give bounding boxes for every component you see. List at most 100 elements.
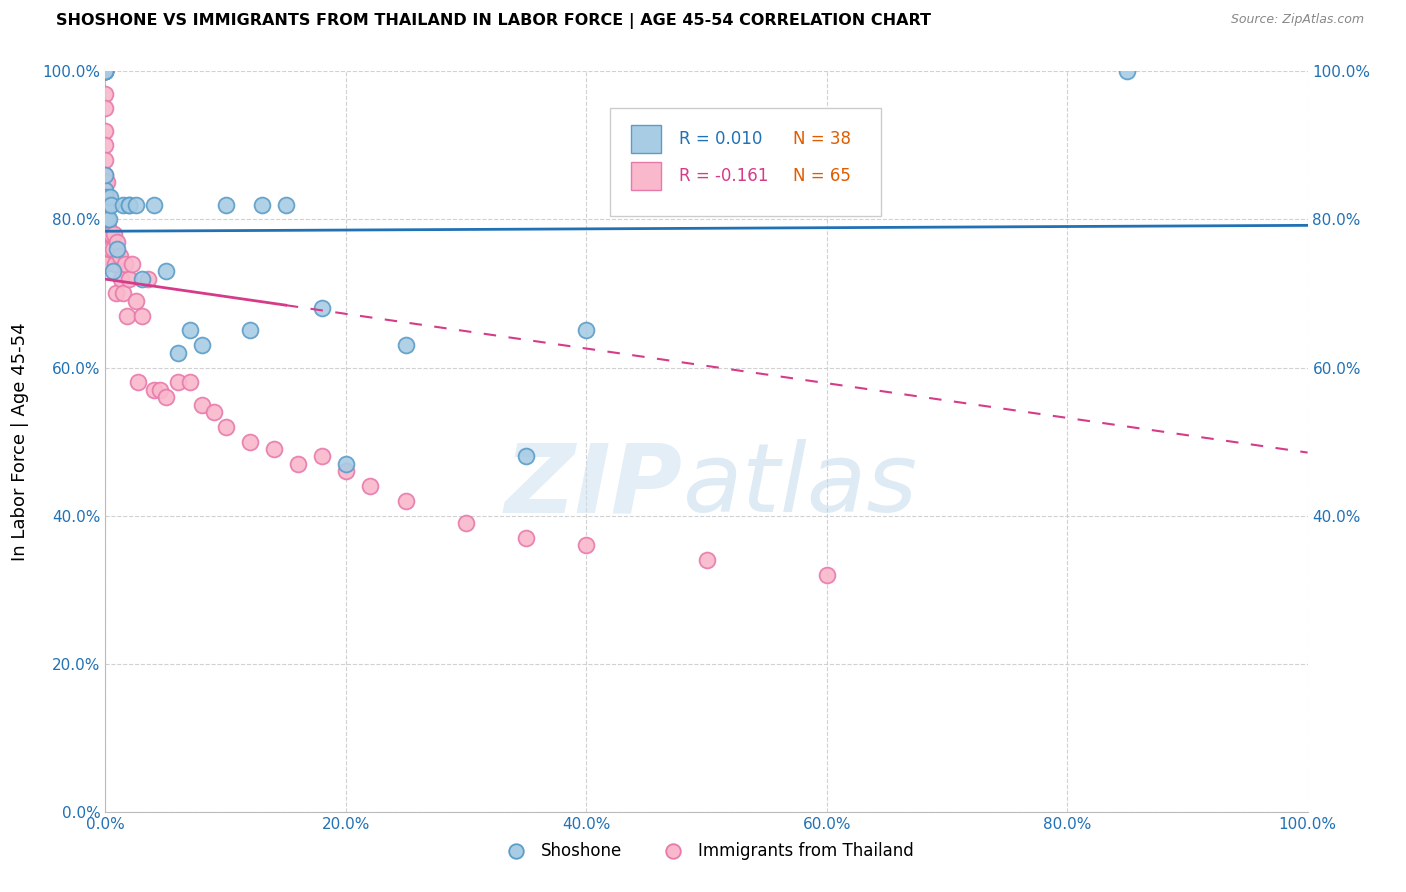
Point (274, 197, 297, 211)
Text: N = 65: N = 65 (793, 167, 851, 185)
Point (97, 197, 120, 211)
Point (94, 64, 117, 78)
Point (94, 197, 117, 211)
Point (100, 197, 122, 211)
Text: N = 38: N = 38 (793, 129, 851, 148)
Point (1116, 64, 1139, 78)
Point (94, 123, 117, 137)
Point (575, 538, 598, 552)
Point (395, 338, 418, 352)
Point (96, 219, 118, 234)
Point (124, 293, 146, 308)
Point (239, 324, 262, 338)
Text: SHOSHONE VS IMMIGRANTS FROM THAILAND IN LABOR FORCE | AGE 45-54 CORRELATION CHAR: SHOSHONE VS IMMIGRANTS FROM THAILAND IN … (56, 13, 931, 29)
Point (94, 183, 117, 197)
FancyBboxPatch shape (631, 161, 661, 190)
Point (454, 516, 477, 530)
Point (94, 64, 117, 78)
Point (124, 197, 146, 211)
Point (107, 235, 129, 249)
Point (335, 464, 357, 478)
Point (395, 493, 418, 508)
Point (127, 376, 149, 390)
Point (96, 212, 118, 227)
Point (112, 197, 135, 211)
Point (96, 175, 118, 190)
Point (94, 64, 117, 78)
Text: ZIP: ZIP (505, 440, 682, 533)
Text: R = 0.010: R = 0.010 (679, 129, 762, 148)
Point (94, 242, 117, 256)
Point (214, 419, 236, 434)
Point (166, 345, 188, 359)
Point (250, 197, 273, 211)
Point (94, 235, 117, 249)
Point (94, 64, 117, 78)
Point (287, 457, 309, 471)
FancyBboxPatch shape (610, 108, 880, 216)
Point (100, 227, 122, 242)
Legend: Shoshone, Immigrants from Thailand: Shoshone, Immigrants from Thailand (494, 835, 920, 866)
Point (94, 64, 117, 78)
Point (94, 190, 117, 204)
Point (94, 212, 117, 227)
Point (166, 376, 188, 390)
Point (94, 212, 117, 227)
Point (118, 271, 141, 285)
Point (359, 479, 381, 493)
Point (98, 242, 121, 256)
Text: atlas: atlas (682, 440, 918, 533)
Point (696, 553, 718, 567)
Point (103, 227, 125, 242)
Text: R = -0.161: R = -0.161 (679, 167, 768, 185)
Point (94, 168, 117, 182)
Point (94, 153, 117, 168)
Point (108, 250, 131, 264)
Point (263, 442, 285, 456)
Point (98, 197, 121, 211)
Point (214, 197, 236, 211)
Point (107, 242, 129, 256)
Point (96, 197, 118, 211)
Point (94, 87, 117, 101)
Point (136, 271, 159, 285)
Point (94, 190, 117, 204)
Point (94, 64, 117, 78)
Point (148, 383, 170, 397)
Point (121, 257, 143, 271)
Point (239, 434, 262, 449)
Point (94, 257, 117, 271)
Point (101, 264, 124, 278)
Point (131, 271, 153, 285)
Point (94, 175, 117, 190)
Point (515, 531, 537, 545)
Point (94, 138, 117, 153)
Point (94, 197, 117, 211)
Point (311, 301, 333, 316)
Point (94, 168, 117, 182)
Point (142, 197, 165, 211)
Point (104, 257, 127, 271)
Point (94, 64, 117, 78)
Point (575, 324, 598, 338)
Point (94, 102, 117, 116)
Point (118, 197, 141, 211)
Text: Source: ZipAtlas.com: Source: ZipAtlas.com (1230, 13, 1364, 27)
Point (202, 405, 225, 419)
Point (155, 390, 177, 404)
Point (131, 309, 153, 323)
Point (94, 227, 117, 242)
Point (179, 324, 201, 338)
Point (98, 212, 121, 227)
Point (190, 397, 212, 411)
Point (98, 190, 121, 204)
Point (335, 457, 357, 471)
Point (105, 286, 128, 301)
Point (98, 227, 121, 242)
Point (94, 64, 117, 78)
Point (97, 219, 120, 234)
Point (94, 64, 117, 78)
Point (311, 450, 333, 464)
Point (155, 264, 177, 278)
Point (97, 197, 120, 211)
